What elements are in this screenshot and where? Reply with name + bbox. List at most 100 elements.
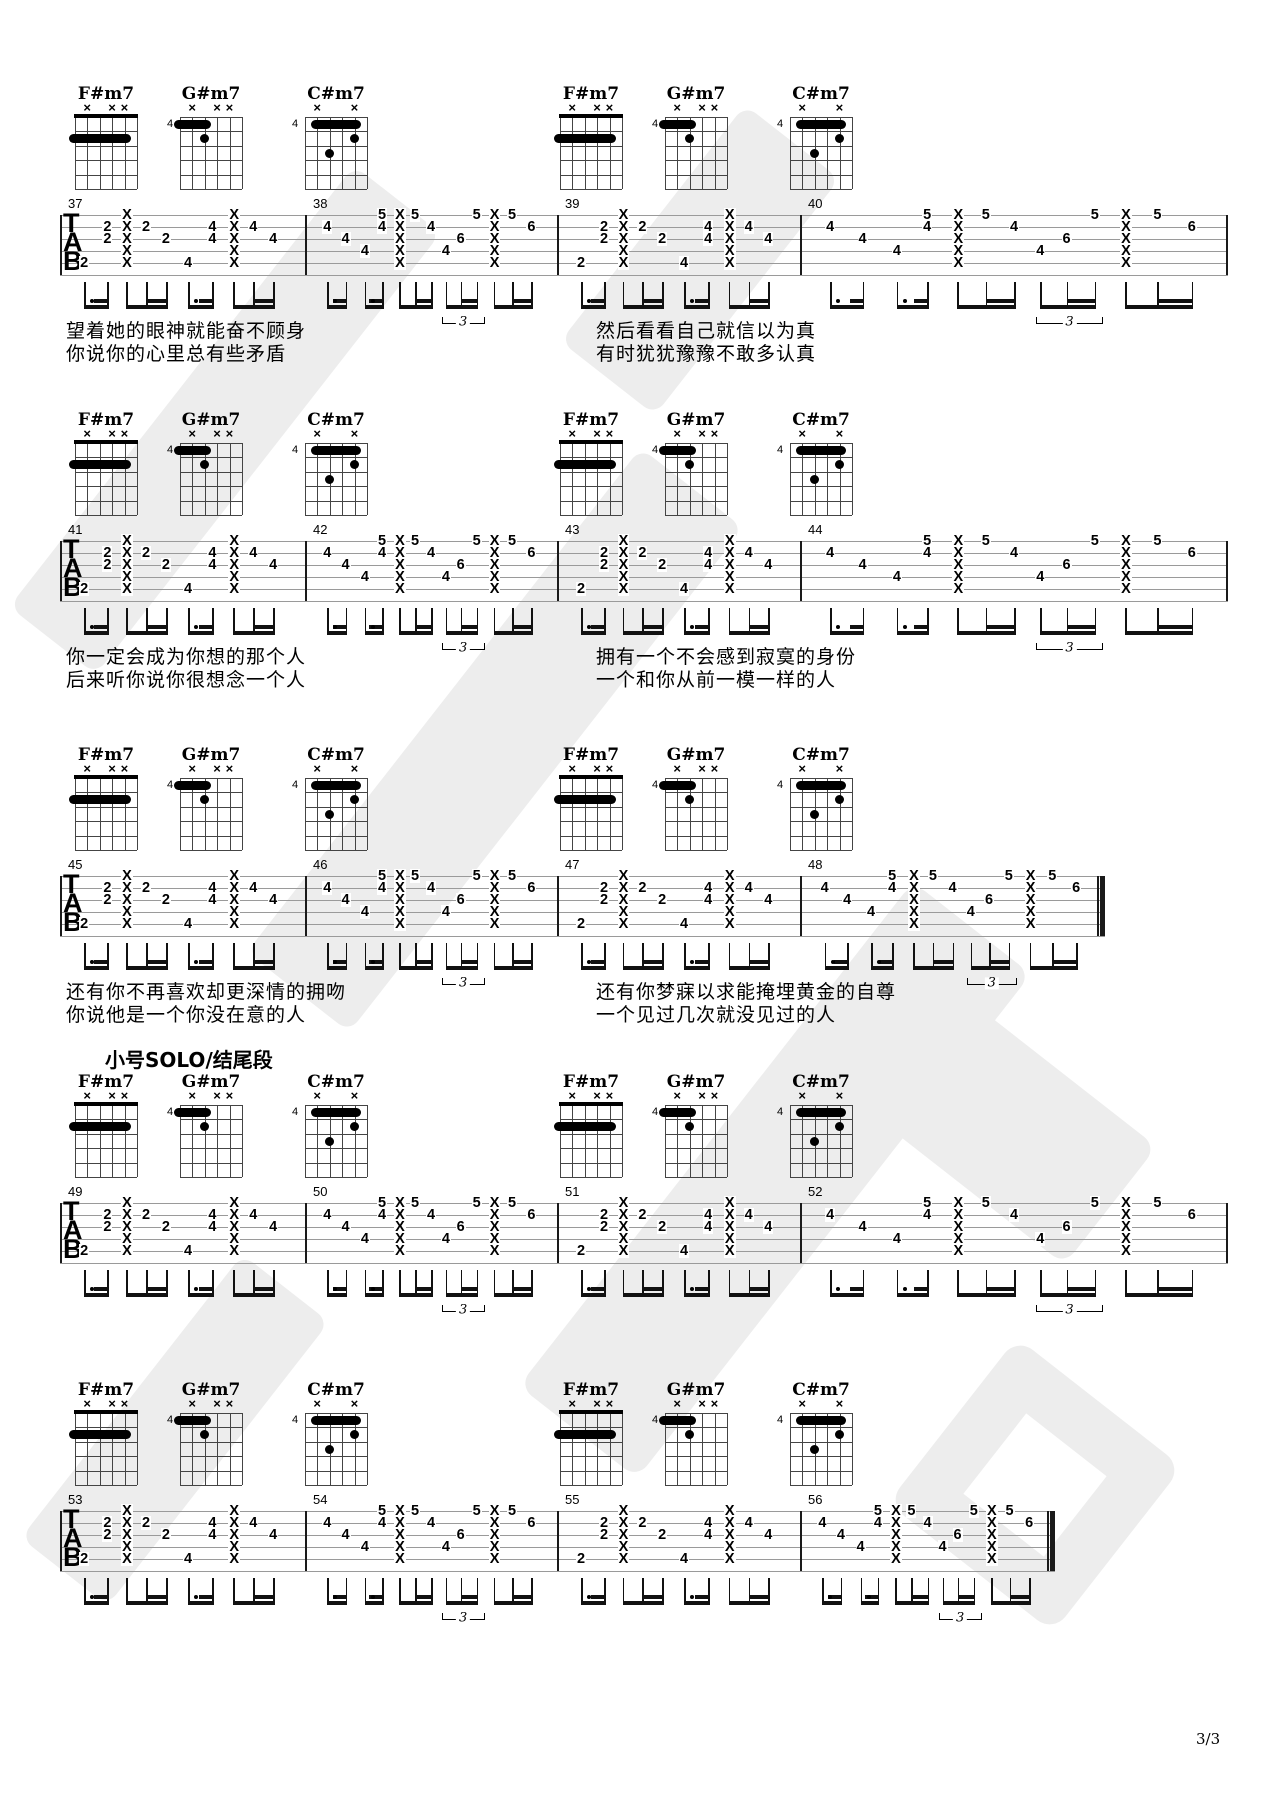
fretboard-grid bbox=[554, 440, 623, 516]
tab-fret-number: 2 bbox=[657, 557, 668, 573]
note-stem bbox=[683, 1578, 686, 1605]
tab-fret-number: 4 bbox=[426, 1207, 437, 1223]
string-line bbox=[204, 778, 206, 850]
note-stem bbox=[364, 282, 367, 309]
tab-mute-mark: X bbox=[488, 581, 501, 597]
muted-string-marker: × bbox=[350, 426, 359, 441]
muted-string-marker: × bbox=[225, 1088, 234, 1103]
chord-diagram: F#m7 × × × bbox=[55, 1072, 157, 1178]
string-line bbox=[689, 1105, 691, 1177]
tab-fret-number: 6 bbox=[455, 1527, 466, 1543]
tab-clef-letter: T bbox=[63, 534, 79, 564]
muted-string-marker: × bbox=[673, 761, 681, 776]
string-line bbox=[597, 778, 599, 850]
note-stem bbox=[581, 1270, 583, 1297]
final-barline-thin bbox=[1047, 1511, 1049, 1571]
fret-line bbox=[180, 821, 242, 823]
muted-string-marker: × bbox=[188, 426, 196, 441]
fret-line bbox=[665, 471, 727, 473]
fret-line bbox=[75, 189, 137, 190]
beam-primary bbox=[728, 305, 770, 309]
note-stem bbox=[708, 608, 710, 635]
muted-string-marker: × bbox=[673, 100, 681, 115]
fret-line bbox=[305, 778, 367, 779]
fret-line bbox=[560, 1148, 622, 1150]
final-barline-thick bbox=[1050, 1511, 1055, 1571]
string-line bbox=[137, 1413, 138, 1485]
note-stem bbox=[728, 1270, 731, 1297]
base-fret-label: 4 bbox=[292, 1106, 299, 1118]
fret-line bbox=[790, 1413, 852, 1414]
muted-string-marker: × bbox=[120, 1396, 129, 1411]
fret-line bbox=[180, 189, 242, 190]
barre-bar bbox=[554, 134, 616, 144]
note-stem bbox=[212, 282, 214, 309]
note-stem bbox=[107, 943, 109, 970]
beam-primary bbox=[233, 305, 275, 309]
fret-line bbox=[180, 806, 242, 808]
fret-line bbox=[790, 835, 852, 837]
note-stem bbox=[476, 282, 479, 309]
tab-fret-number: 5 bbox=[376, 1195, 388, 1211]
tab-mute-mark: X bbox=[121, 1195, 133, 1211]
fret-line bbox=[665, 1133, 727, 1135]
beam-primary bbox=[728, 966, 770, 970]
string-line bbox=[180, 1105, 181, 1177]
fret-line bbox=[560, 515, 622, 516]
staff-line bbox=[60, 1227, 1228, 1228]
beam-secondary bbox=[253, 625, 275, 629]
fret-line bbox=[665, 174, 727, 176]
tab-fret-number: 6 bbox=[455, 1219, 466, 1235]
fret-line bbox=[305, 500, 367, 502]
fret-line bbox=[560, 1162, 622, 1164]
fret-line bbox=[665, 1456, 727, 1458]
fretboard-grid: 4 bbox=[652, 778, 728, 851]
string-line bbox=[714, 1413, 716, 1485]
beam-primary bbox=[896, 631, 929, 635]
string-line bbox=[242, 117, 243, 189]
tab-mute-mark: X bbox=[488, 868, 501, 884]
tab-fret-number: 6 bbox=[526, 219, 537, 235]
tab-clef-letter: B bbox=[63, 1542, 82, 1572]
string-line bbox=[790, 443, 791, 515]
fret-line bbox=[790, 471, 852, 473]
tab-fret-number: 2 bbox=[79, 581, 90, 597]
fret-line bbox=[180, 1427, 242, 1429]
beam-secondary bbox=[1157, 625, 1194, 629]
tab-mute-mark: X bbox=[890, 1515, 902, 1531]
tab-fret-number: 4 bbox=[703, 880, 714, 896]
note-stem bbox=[460, 282, 463, 309]
tab-fret-number: 4 bbox=[248, 219, 259, 235]
note-stem bbox=[1009, 1578, 1012, 1605]
tab-mute-mark: X bbox=[723, 255, 736, 271]
beam-secondary bbox=[642, 299, 664, 303]
tab-mute-mark: X bbox=[723, 1539, 736, 1555]
beam-secondary bbox=[94, 1595, 109, 1599]
beam-secondary bbox=[864, 1595, 880, 1599]
fret-line bbox=[75, 174, 137, 176]
barline bbox=[305, 215, 307, 275]
beam-secondary bbox=[1157, 299, 1194, 303]
beam-primary bbox=[970, 966, 1011, 970]
fretboard-grid: 4 bbox=[777, 443, 853, 516]
augmentation-dot bbox=[370, 1595, 375, 1599]
fret-line bbox=[75, 1470, 137, 1472]
muted-string-marker: × bbox=[313, 1088, 321, 1103]
chord-name: F#m7 bbox=[77, 745, 135, 765]
note-stem bbox=[1040, 282, 1042, 309]
fretboard-grid: 4 bbox=[652, 117, 728, 190]
beam-primary bbox=[126, 631, 168, 635]
tab-mute-mark: X bbox=[488, 916, 501, 932]
tab-mute-mark: X bbox=[952, 1195, 965, 1211]
staff-line bbox=[60, 541, 1228, 542]
tab-fret-number: 2 bbox=[102, 231, 113, 247]
measure-number: 49 bbox=[68, 1184, 83, 1199]
tab-fret-number: 4 bbox=[248, 1515, 259, 1531]
fretboard-grid bbox=[554, 1410, 623, 1486]
string-line bbox=[852, 1413, 853, 1485]
fretboard-grid: 4 bbox=[292, 1413, 368, 1486]
note-stem bbox=[212, 608, 214, 635]
tab-fret-number: 2 bbox=[599, 231, 610, 247]
chord-diagram: G#m7 × × × 4 bbox=[645, 745, 747, 851]
beam-secondary bbox=[368, 1287, 384, 1291]
